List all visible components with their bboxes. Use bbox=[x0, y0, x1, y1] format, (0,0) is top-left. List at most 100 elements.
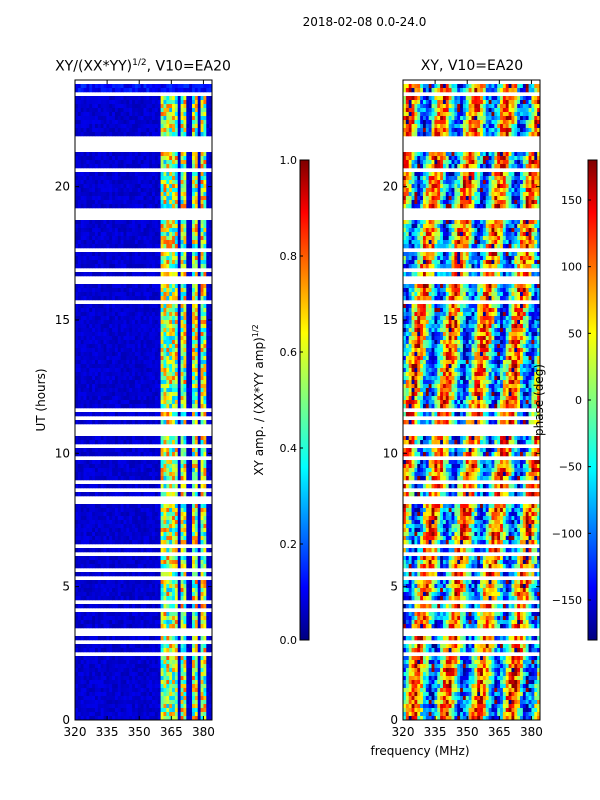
heatmap-cell bbox=[180, 252, 184, 257]
heatmap-cell bbox=[140, 380, 144, 385]
heatmap-cell bbox=[209, 376, 213, 381]
heatmap-cell bbox=[154, 272, 159, 277]
heatmap-cell bbox=[197, 124, 201, 129]
heatmap-cell bbox=[154, 356, 159, 361]
heatmap-cell bbox=[209, 472, 213, 477]
heatmap-cell bbox=[120, 476, 124, 481]
heatmap-cell bbox=[75, 596, 79, 601]
heatmap-cell bbox=[75, 124, 79, 129]
heatmap-cell bbox=[103, 472, 107, 477]
heatmap-cell bbox=[197, 356, 201, 361]
heatmap-cell bbox=[186, 420, 190, 425]
heatmap-cell bbox=[203, 504, 207, 509]
heatmap-cell bbox=[80, 284, 84, 289]
heatmap-cell bbox=[166, 312, 170, 317]
heatmap-cell bbox=[186, 104, 190, 109]
heatmap-cell bbox=[94, 112, 99, 117]
heatmap-cell bbox=[183, 468, 187, 473]
heatmap-cell bbox=[169, 620, 173, 625]
heatmap-cell bbox=[123, 460, 127, 465]
heatmap-cell bbox=[166, 124, 170, 129]
heatmap-cell bbox=[174, 556, 179, 561]
heatmap-cell bbox=[112, 524, 116, 529]
heatmap-cell bbox=[160, 560, 164, 565]
heatmap-cell bbox=[177, 84, 181, 89]
heatmap-cell bbox=[120, 272, 124, 277]
heatmap-cell bbox=[180, 196, 184, 201]
heatmap-cell bbox=[157, 396, 162, 401]
heatmap-cell bbox=[137, 540, 142, 545]
heatmap-cell bbox=[117, 100, 122, 105]
heatmap-cell bbox=[132, 108, 136, 113]
heatmap-cell bbox=[186, 412, 190, 417]
heatmap-cell bbox=[163, 596, 167, 601]
heatmap-cell bbox=[157, 420, 162, 425]
heatmap-cell bbox=[114, 260, 119, 265]
heatmap-cell bbox=[137, 360, 142, 365]
heatmap-cell bbox=[194, 596, 199, 601]
heatmap-cell bbox=[163, 492, 167, 497]
heatmap-cell bbox=[94, 604, 99, 609]
heatmap-cell bbox=[80, 524, 84, 529]
heatmap-cell bbox=[189, 452, 193, 457]
heatmap-cell bbox=[197, 192, 201, 197]
heatmap-cell bbox=[112, 324, 116, 329]
heatmap-cell bbox=[200, 336, 204, 341]
heatmap-cell bbox=[143, 304, 147, 309]
heatmap-cell bbox=[172, 332, 176, 337]
heatmap-cell bbox=[112, 516, 116, 521]
heatmap-cell bbox=[114, 396, 119, 401]
heatmap-cell bbox=[123, 336, 127, 341]
heatmap-cell bbox=[103, 180, 107, 185]
heatmap-cell bbox=[180, 120, 184, 125]
heatmap-cell bbox=[149, 316, 153, 321]
heatmap-cell bbox=[203, 240, 207, 245]
heatmap-cell bbox=[194, 536, 199, 541]
heatmap-cell bbox=[203, 616, 207, 621]
heatmap-cell bbox=[117, 548, 122, 553]
heatmap-cell bbox=[152, 260, 156, 265]
heatmap-cell bbox=[180, 204, 184, 209]
heatmap-cell bbox=[163, 256, 167, 261]
heatmap-cell bbox=[166, 464, 170, 469]
heatmap-cell bbox=[197, 284, 201, 289]
heatmap-cell bbox=[166, 436, 170, 441]
heatmap-cell bbox=[157, 336, 162, 341]
heatmap-cell bbox=[174, 452, 179, 457]
heatmap-cell bbox=[200, 100, 204, 105]
heatmap-cell bbox=[112, 304, 116, 309]
heatmap-cell bbox=[120, 392, 124, 397]
heatmap-cell bbox=[100, 196, 104, 201]
heatmap-cell bbox=[137, 532, 142, 537]
heatmap-cell bbox=[169, 252, 173, 257]
heatmap-cell bbox=[86, 100, 90, 105]
heatmap-cell bbox=[203, 436, 207, 441]
heatmap-cell bbox=[166, 512, 170, 517]
heatmap-cell bbox=[94, 400, 99, 405]
heatmap-cell bbox=[106, 84, 110, 89]
heatmap-cell bbox=[129, 348, 133, 353]
heatmap-cell bbox=[197, 592, 201, 597]
heatmap-cell bbox=[86, 128, 90, 133]
heatmap-cell bbox=[140, 504, 144, 509]
heatmap-cell bbox=[197, 532, 201, 537]
heatmap-cell bbox=[149, 332, 153, 337]
heatmap-cell bbox=[120, 604, 124, 609]
heatmap-cell bbox=[180, 604, 184, 609]
heatmap-cell bbox=[100, 592, 104, 597]
heatmap-cell bbox=[160, 540, 164, 545]
heatmap-cell bbox=[86, 120, 90, 125]
heatmap-cell bbox=[100, 572, 104, 577]
heatmap-cell bbox=[166, 336, 170, 341]
heatmap-cell bbox=[194, 616, 199, 621]
heatmap-cell bbox=[140, 152, 144, 157]
heatmap-cell bbox=[77, 356, 82, 361]
heatmap-cell bbox=[109, 508, 113, 513]
heatmap-cell bbox=[100, 460, 104, 465]
heatmap-cell bbox=[169, 228, 173, 233]
heatmap-cell bbox=[137, 472, 142, 477]
heatmap-cell bbox=[80, 548, 84, 553]
heatmap-cell bbox=[192, 296, 196, 301]
heatmap-cell bbox=[94, 376, 99, 381]
heatmap-cell bbox=[137, 116, 142, 121]
